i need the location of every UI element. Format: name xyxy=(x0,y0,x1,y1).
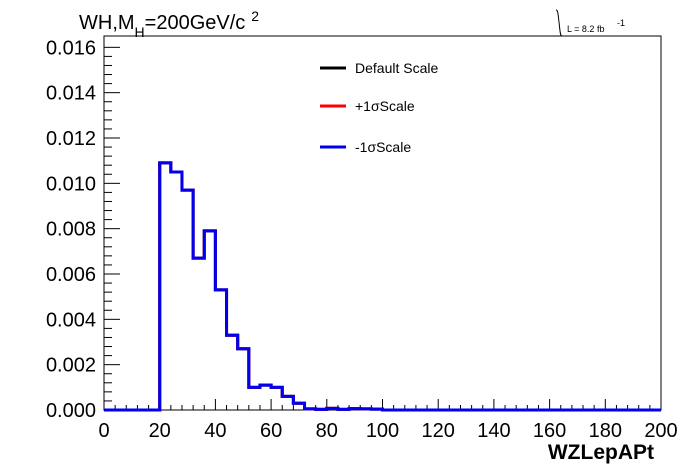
luminosity-exponent: -1 xyxy=(617,18,625,28)
y-tick-label: 0.002 xyxy=(46,355,96,377)
y-tick-label: 0.016 xyxy=(46,37,96,59)
y-tick-label: 0.014 xyxy=(46,83,96,105)
legend-label-0: Default Scale xyxy=(355,60,438,76)
y-tick-label: 0.010 xyxy=(46,173,96,195)
x-tick-label: 20 xyxy=(149,420,171,442)
legend-label-2: -1σScale xyxy=(355,139,411,155)
x-tick-label: 200 xyxy=(644,420,677,442)
x-tick-label: 40 xyxy=(204,420,226,442)
x-axis: 0 20 40 60 80 100 120 140 160 180 200 xyxy=(98,399,678,442)
y-tick-label: 0.004 xyxy=(46,309,96,331)
legend-label-1: +1σScale xyxy=(355,98,415,114)
y-tick-label: 0.000 xyxy=(46,400,96,422)
plot-frame xyxy=(103,35,662,411)
x-tick-label: 100 xyxy=(366,420,399,442)
series-line-0 xyxy=(104,161,661,412)
luminosity-label: L = 8.2 fb -1 xyxy=(555,9,625,37)
luminosity-text: L = 8.2 fb xyxy=(567,24,604,34)
x-tick-label: 180 xyxy=(589,420,622,442)
y-tick-label: 0.006 xyxy=(46,264,96,286)
y-tick-label: 0.008 xyxy=(46,219,96,241)
x-tick-label: 60 xyxy=(260,420,282,442)
series-line-2 xyxy=(104,161,661,412)
x-tick-label: 0 xyxy=(98,420,109,442)
series-layer xyxy=(104,161,661,412)
chart-title: WH,MH=200GeV/c 2 xyxy=(79,8,259,40)
legend: Default Scale +1σScale -1σScale xyxy=(320,60,438,155)
series-line-1 xyxy=(104,161,661,412)
x-tick-label: 80 xyxy=(316,420,338,442)
x-tick-label: 160 xyxy=(533,420,566,442)
y-axis: 0.000 0.002 0.004 0.006 0.008 0.010 0.012 0.014… xyxy=(46,37,120,422)
integral-icon xyxy=(555,9,563,37)
x-tick-label: 120 xyxy=(422,420,455,442)
y-tick-label: 0.012 xyxy=(46,128,96,150)
x-axis-label: WZLepAPt xyxy=(548,441,654,464)
x-tick-label: 140 xyxy=(477,420,510,442)
